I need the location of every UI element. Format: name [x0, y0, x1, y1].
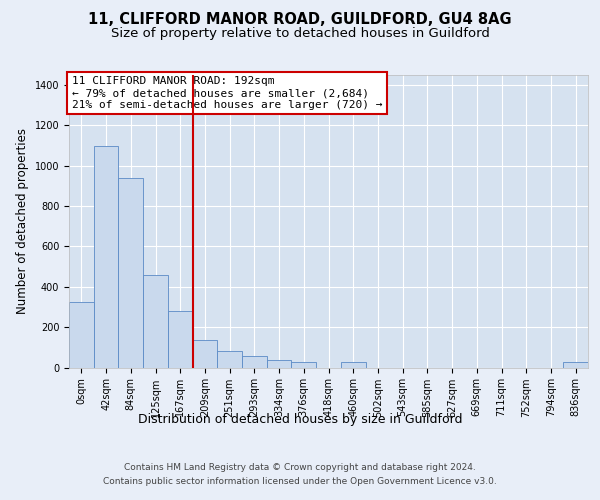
- Text: Contains public sector information licensed under the Open Government Licence v3: Contains public sector information licen…: [103, 478, 497, 486]
- Bar: [94, 146, 118, 368]
- Bar: [168, 311, 193, 368]
- Bar: [242, 356, 267, 368]
- Text: 11, CLIFFORD MANOR ROAD, GUILDFORD, GU4 8AG: 11, CLIFFORD MANOR ROAD, GUILDFORD, GU4 …: [88, 12, 512, 28]
- Bar: [341, 362, 365, 368]
- Bar: [217, 352, 242, 368]
- Bar: [267, 360, 292, 368]
- Bar: [69, 302, 94, 368]
- Bar: [118, 178, 143, 368]
- Y-axis label: Number of detached properties: Number of detached properties: [16, 128, 29, 314]
- Text: 11 CLIFFORD MANOR ROAD: 192sqm
← 79% of detached houses are smaller (2,684)
21% : 11 CLIFFORD MANOR ROAD: 192sqm ← 79% of …: [71, 76, 382, 110]
- Bar: [143, 274, 168, 368]
- Text: Contains HM Land Registry data © Crown copyright and database right 2024.: Contains HM Land Registry data © Crown c…: [124, 462, 476, 471]
- Bar: [292, 362, 316, 368]
- Bar: [193, 340, 217, 367]
- Text: Distribution of detached houses by size in Guildford: Distribution of detached houses by size …: [138, 412, 462, 426]
- Text: Size of property relative to detached houses in Guildford: Size of property relative to detached ho…: [110, 28, 490, 40]
- Bar: [563, 362, 588, 368]
